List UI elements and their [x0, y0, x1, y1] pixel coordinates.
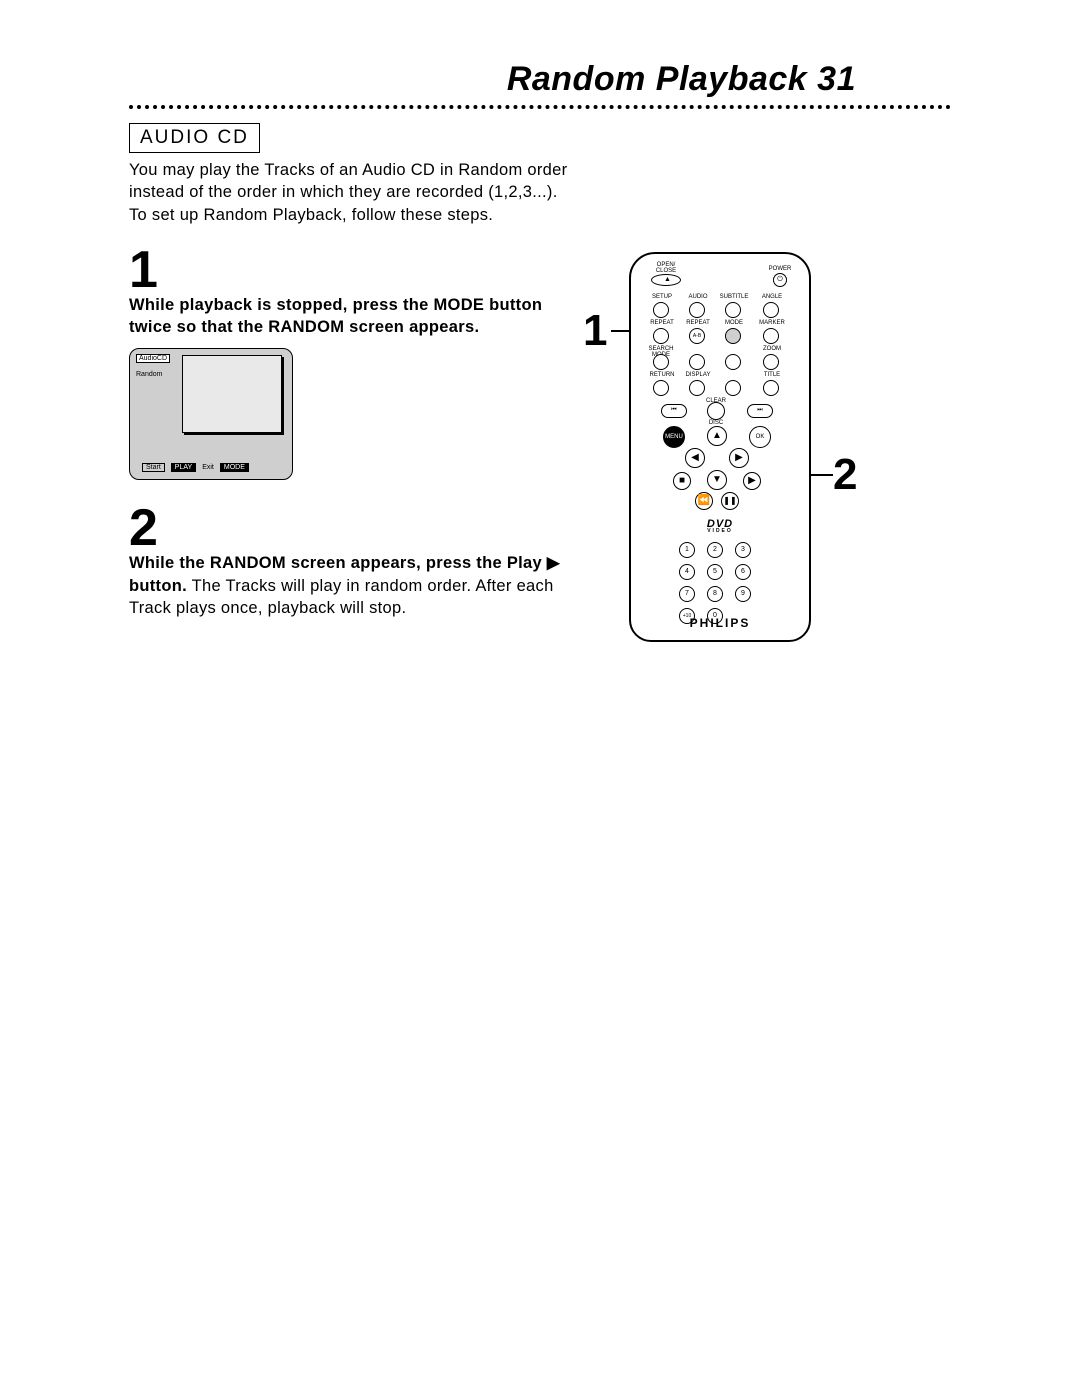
display-label: DISPLAY — [681, 372, 715, 378]
page-title: Random Playback 31 — [129, 60, 951, 99]
numpad-6: 6 — [735, 564, 751, 580]
setup-label: SETUP — [645, 294, 679, 300]
title-prefix: Random Playback — [507, 60, 807, 98]
pause-button: ❚❚ — [721, 492, 739, 510]
mode-button — [725, 328, 741, 344]
arrow-right-button: ▶ — [729, 448, 749, 468]
osd-footer-exit: Exit — [202, 464, 214, 471]
open-close-label: OPEN/ CLOSE — [649, 262, 683, 274]
dvd-video-logo: DVD VIDEO — [631, 518, 809, 534]
menu-button: MENU — [663, 426, 685, 448]
arrow-left-button: ◀ — [685, 448, 705, 468]
power-button: ⏻ — [773, 273, 787, 287]
step-2-rest: The Tracks will play in random order. Af… — [129, 577, 554, 617]
osd-screen-illustration: AudioCD Random Start PLAY Exit MODE — [129, 348, 293, 480]
page: Random Playback 31 AUDIO CD You may play… — [129, 60, 951, 619]
repeat-ab-button: A-B — [689, 328, 705, 344]
osd-footer-mode: MODE — [220, 463, 249, 472]
brand-logo: PHILIPS — [631, 616, 809, 630]
title-button — [763, 380, 779, 396]
mode-label: MODE — [717, 320, 751, 326]
marker-label: MARKER — [755, 320, 789, 326]
audio-button — [689, 302, 705, 318]
page-number: 31 — [817, 60, 856, 98]
skip-next-button: ⏭ — [747, 404, 773, 418]
return-button — [653, 380, 669, 396]
skip-prev-button: ⏮ — [661, 404, 687, 418]
play-button: ▶ — [743, 472, 761, 490]
numpad-2: 2 — [707, 542, 723, 558]
zoom-button — [763, 354, 779, 370]
title-button-label: TITLE — [755, 372, 789, 378]
numpad-4: 4 — [679, 564, 695, 580]
osd-footer: Start PLAY Exit MODE — [142, 463, 249, 472]
step-1-number: 1 — [129, 244, 589, 296]
step-1-bold: While playback is stopped, press the MOD… — [129, 296, 542, 336]
numpad-8: 8 — [707, 586, 723, 602]
row3-b3-button — [725, 354, 741, 370]
numpad-9: 9 — [735, 586, 751, 602]
intro-paragraph: You may play the Tracks of an Audio CD i… — [129, 159, 569, 226]
step-1-text: While playback is stopped, press the MOD… — [129, 294, 589, 339]
audio-label: AUDIO — [681, 294, 715, 300]
remote-callout-1: 1 — [583, 306, 607, 356]
osd-corner-label: AudioCD — [136, 354, 170, 363]
marker-button — [763, 328, 779, 344]
stop-button: ■ — [673, 472, 691, 490]
audio-cd-badge: AUDIO CD — [129, 123, 260, 153]
return-label: RETURN — [645, 372, 679, 378]
remote-control-diagram: OPEN/ CLOSE ▲ POWER ⏻ SETUP AUDIO SUBTIT… — [629, 252, 811, 642]
row3-b2-button — [689, 354, 705, 370]
zoom-label: ZOOM — [755, 346, 789, 352]
repeat-ab-label: REPEAT — [681, 320, 715, 326]
rewind-button: ⏪ — [695, 492, 713, 510]
dotted-divider — [129, 105, 951, 109]
subtitle-button — [725, 302, 741, 318]
repeat-label: REPEAT — [645, 320, 679, 326]
osd-footer-play: PLAY — [171, 463, 196, 472]
clear-button — [707, 402, 725, 420]
angle-label: ANGLE — [755, 294, 789, 300]
angle-button — [763, 302, 779, 318]
search-mode-button — [653, 354, 669, 370]
step-2-text: While the RANDOM screen appears, press t… — [129, 552, 589, 619]
osd-preview-box — [182, 355, 282, 433]
repeat-button — [653, 328, 669, 344]
numpad-3: 3 — [735, 542, 751, 558]
remote-callout-2: 2 — [833, 450, 857, 500]
steps-column: 1 While playback is stopped, press the M… — [129, 244, 589, 619]
osd-footer-start: Start — [142, 463, 165, 472]
power-label: POWER — [763, 266, 797, 272]
arrow-up-button: ▲ — [707, 426, 727, 446]
numpad-1: 1 — [679, 542, 695, 558]
step-2-number: 2 — [129, 502, 589, 554]
dvd-sub-text: VIDEO — [631, 528, 809, 534]
osd-side-label: Random — [136, 371, 162, 378]
disc-label: DISC — [699, 420, 733, 426]
numpad-7: 7 — [679, 586, 695, 602]
subtitle-label: SUBTITLE — [717, 294, 751, 300]
arrow-down-button: ▼ — [707, 470, 727, 490]
row4-b3-button — [725, 380, 741, 396]
numpad-5: 5 — [707, 564, 723, 580]
remote-column: 1 2 OPEN/ CLOSE ▲ POWER ⏻ SETUP AUDIO — [589, 244, 951, 619]
ok-button: OK — [749, 426, 771, 448]
setup-button — [653, 302, 669, 318]
display-button — [689, 380, 705, 396]
open-close-button: ▲ — [651, 274, 681, 286]
